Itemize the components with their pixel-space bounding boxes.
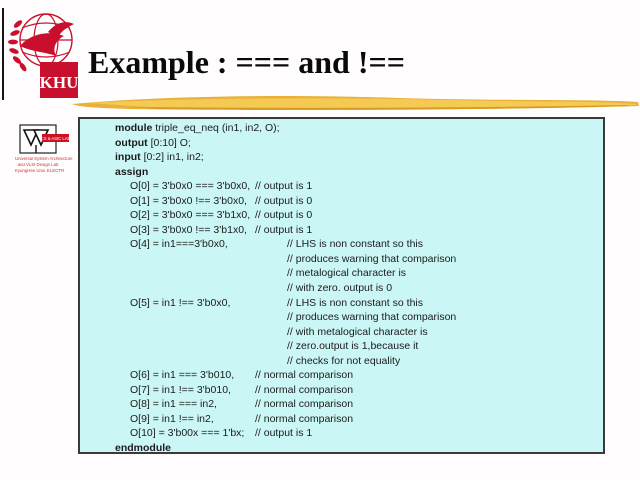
- code-comment: // with metalogical character is: [287, 325, 428, 338]
- code-line: // with metalogical character is: [115, 325, 601, 340]
- lab-gates-icon: CS & ASIC LAB: [19, 124, 70, 154]
- code-text: O[9] = in1 !== in2,: [130, 412, 214, 425]
- code-comment: // output is 0: [255, 209, 313, 222]
- code-comment: // LHS is non constant so this: [287, 238, 423, 251]
- code-text: O[5] = in1 !== 3'b0x0,: [130, 296, 231, 309]
- code-comment: // normal comparison: [255, 412, 354, 425]
- code-text: [130, 354, 287, 369]
- code-text: triple_eq_neq (in1, in2, O);: [152, 122, 280, 134]
- code-text: [0:10] O;: [147, 136, 191, 149]
- code-keyword: endmodule: [115, 442, 172, 455]
- code-line: O[7] = in1 !== 3'b010, // normal comparis…: [115, 383, 601, 398]
- code-line: // produces warning that comparison: [115, 310, 601, 325]
- code-line: O[6] = in1 === 3'b010, // normal comparis…: [115, 368, 601, 383]
- code-comment: // normal comparison: [255, 383, 354, 396]
- code-text: O[8] = in1 === in2,: [130, 398, 217, 411]
- code-text: O[4] = in1===3'b0x0,: [130, 238, 228, 251]
- code-comment: // normal comparison: [255, 398, 354, 411]
- code-line: // with zero. output is 0: [115, 281, 601, 296]
- code-line: // produces warning that comparison: [115, 252, 601, 267]
- code-line: input [0:2] in1, in2;: [115, 150, 601, 165]
- khu-label: KHU: [40, 73, 79, 92]
- code-comment: // output is 1: [255, 180, 313, 193]
- code-keyword: input: [115, 151, 141, 164]
- page-title: Example : === and !==: [88, 44, 405, 80]
- code-box: module triple_eq_neq (in1, in2, O); outpu…: [78, 117, 605, 454]
- code-comment: // checks for not equality: [287, 354, 401, 367]
- code-line: output [0:10] O;: [115, 136, 601, 151]
- left-edge-rule: [2, 8, 4, 100]
- khu-university-logo: KHU: [8, 8, 80, 100]
- code-line: O[0] = 3'b0x0 === 3'b0x0, // output is 1: [115, 179, 601, 194]
- code-line: O[1] = 3'b0x0 !== 3'b0x0, // output is 0: [115, 194, 601, 209]
- code-text: O[1] = 3'b0x0 !== 3'b0x0,: [130, 194, 247, 207]
- code-text: O[6] = in1 === 3'b010,: [130, 369, 235, 382]
- code-comment: // output is 1: [255, 223, 313, 236]
- code-comment: // produces warning that comparison: [287, 252, 457, 265]
- code-line: O[2] = 3'b0x0 === 3'b1x0, // output is 0: [115, 208, 601, 223]
- code-comment: // produces warning that comparison: [287, 311, 457, 324]
- lab-badge-label: CS & ASIC LAB: [41, 136, 70, 141]
- code-line: O[5] = in1 !== 3'b0x0, // LHS is non cons…: [115, 296, 601, 311]
- khu-emblem-icon: KHU: [8, 13, 79, 98]
- code-line: // checks for not equality: [115, 354, 601, 369]
- code-text: O[0] = 3'b0x0 === 3'b0x0,: [130, 180, 251, 193]
- code-text: [130, 310, 287, 325]
- code-comment: // normal comparison: [255, 369, 354, 382]
- lab-logo: CS & ASIC LAB Universal System Architect…: [6, 123, 73, 185]
- lab-caption-line: and VLSI Design Lab: [17, 163, 59, 168]
- lab-caption-line: KyungHee Univ. ELECTR: [14, 169, 65, 174]
- code-line: // zero.output is 1,because it: [115, 339, 601, 354]
- code-line: module triple_eq_neq (in1, in2, O);: [115, 121, 601, 136]
- code-line: // metalogical character is: [115, 266, 601, 281]
- code-line: O[8] = in1 === in2, // normal comparison: [115, 397, 601, 412]
- lab-caption-line: Universal System Architecture: [14, 157, 73, 162]
- code-line: assign: [115, 165, 601, 180]
- code-comment: // with zero. output is 0: [287, 282, 393, 295]
- code-keyword: module: [115, 122, 153, 134]
- code-keyword: assign: [115, 165, 149, 178]
- lab-caption: Universal System Architecture and VLSI D…: [6, 157, 73, 175]
- code-line: O[3] = 3'b0x0 !== 3'b1x0, // output is 1: [115, 223, 601, 238]
- code-text: [0:2] in1, in2;: [140, 151, 204, 164]
- code-text: O[2] = 3'b0x0 === 3'b1x0,: [130, 209, 251, 222]
- code-text: [130, 281, 287, 296]
- code-line: O[10] = 3'b00x === 1'bx; // output is 1: [115, 426, 601, 441]
- code-line: O[4] = in1===3'b0x0, // LHS is non consta…: [115, 237, 601, 252]
- code-keyword: output: [115, 136, 148, 149]
- gold-swoosh-underline: [72, 96, 639, 110]
- code-text: O[3] = 3'b0x0 !== 3'b1x0,: [130, 223, 247, 236]
- code-text: O[10] = 3'b00x === 1'bx;: [130, 427, 245, 440]
- code-text: [130, 252, 287, 267]
- code-comment: // output is 1: [255, 427, 313, 440]
- code-comment: // LHS is non constant so this: [287, 296, 423, 309]
- code-text: [130, 266, 287, 281]
- code-lines: module triple_eq_neq (in1, in2, O); outpu…: [115, 121, 601, 456]
- code-line: O[9] = in1 !== in2, // normal comparison: [115, 412, 601, 427]
- code-comment: // output is 0: [255, 194, 313, 207]
- code-comment: // zero.output is 1,because it: [287, 340, 419, 353]
- code-comment: // metalogical character is: [287, 267, 407, 280]
- code-text: O[7] = in1 !== 3'b010,: [130, 383, 231, 396]
- code-line: endmodule: [115, 441, 601, 456]
- code-text: [130, 339, 287, 354]
- code-text: [130, 325, 287, 340]
